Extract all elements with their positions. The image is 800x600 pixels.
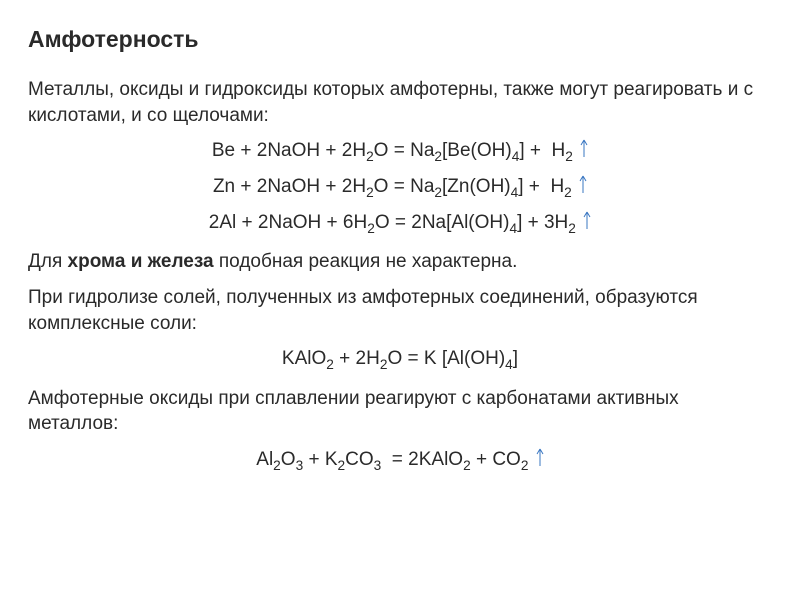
equation-text: Zn + 2NaOH + 2H2O = Na2[Zn(OH)4] + H2 xyxy=(213,176,572,197)
gas-arrow-icon xyxy=(580,138,588,158)
equation-text: KAlO2 + 2H2O = K [Al(OH)4] xyxy=(282,348,518,369)
page-title: Амфотерность xyxy=(28,24,772,55)
equation-text: 2Al + 2NaOH + 6H2O = 2Na[Al(OH)4] + 3H2 xyxy=(209,212,576,233)
carbonates-paragraph: Амфотерные оксиды при сплавлении реагиру… xyxy=(28,386,772,437)
equation-block-3: Al2O3 + K2CO3 = 2KAlO2 + CO2 xyxy=(28,447,772,473)
equation-al: 2Al + 2NaOH + 6H2O = 2Na[Al(OH)4] + 3H2 xyxy=(28,210,772,236)
cr-fe-paragraph: Для хрома и железа подобная реакция не х… xyxy=(28,249,772,275)
equation-kalo2: KAlO2 + 2H2O = K [Al(OH)4] xyxy=(28,346,772,372)
intro-paragraph: Металлы, оксиды и гидроксиды которых амф… xyxy=(28,77,772,128)
cr-fe-pre: Для xyxy=(28,251,68,272)
equation-zn: Zn + 2NaOH + 2H2O = Na2[Zn(OH)4] + H2 xyxy=(28,174,772,200)
equation-text: Al2O3 + K2CO3 = 2KAlO2 + CO2 xyxy=(256,449,528,470)
equation-al2o3: Al2O3 + K2CO3 = 2KAlO2 + CO2 xyxy=(28,447,772,473)
equation-text: Be + 2NaOH + 2H2O = Na2[Be(OH)4] + H2 xyxy=(212,140,573,161)
gas-arrow-icon xyxy=(583,210,591,230)
equation-be: Be + 2NaOH + 2H2O = Na2[Be(OH)4] + H2 xyxy=(28,138,772,164)
cr-fe-bold: хрома и железа xyxy=(68,251,214,272)
equation-block-2: KAlO2 + 2H2O = K [Al(OH)4] xyxy=(28,346,772,372)
hydrolysis-paragraph: При гидролизе солей, полученных из амфот… xyxy=(28,285,772,336)
gas-arrow-icon xyxy=(579,174,587,194)
cr-fe-post: подобная реакция не характерна. xyxy=(214,251,518,272)
gas-arrow-icon xyxy=(536,447,544,467)
equation-block-1: Be + 2NaOH + 2H2O = Na2[Be(OH)4] + H2 Zn… xyxy=(28,138,772,235)
